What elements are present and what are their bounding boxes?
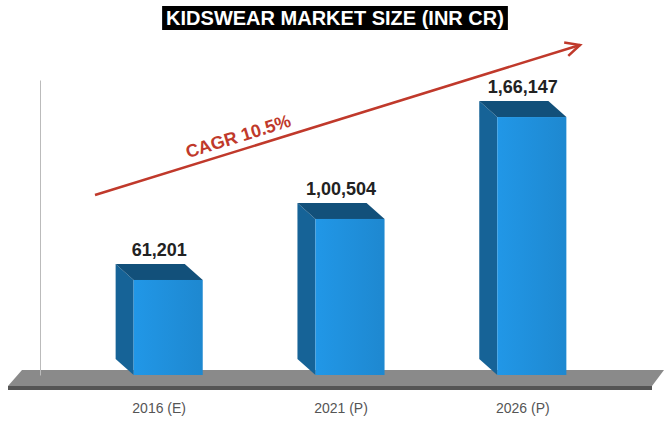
x-tick-label: 2021 (P) — [314, 400, 368, 416]
floor-edge — [8, 386, 652, 390]
bar-top — [479, 101, 566, 117]
bar-side — [479, 101, 497, 375]
data-label: 61,201 — [132, 240, 187, 260]
x-tick: 2021 (P) — [314, 400, 368, 416]
data-label: 1,66,147 — [488, 77, 558, 97]
bar — [315, 219, 384, 375]
x-tick: 2026 (P) — [496, 400, 550, 416]
x-tick-label: 2026 (P) — [496, 400, 550, 416]
y-axis — [40, 81, 41, 376]
bar-side — [116, 264, 134, 375]
data-label: 1,00,504 — [306, 179, 376, 199]
title: KIDSWEAR MARKET SIZE (INR CR) — [166, 7, 504, 29]
title-group: KIDSWEAR MARKET SIZE (INR CR) — [162, 6, 508, 30]
y-axis-line — [40, 81, 41, 376]
annotation: CAGR 10.5% — [183, 111, 293, 162]
bar-top — [116, 264, 203, 280]
arrow-head — [564, 43, 580, 56]
chart: KIDSWEAR MARKET SIZE (INR CR) 61,201 1,00,… — [0, 0, 670, 425]
x-tick-label: 2016 (E) — [132, 400, 186, 416]
x-tick: 2016 (E) — [132, 400, 186, 416]
x-axis: 2016 (E) 2021 (P) 2026 (P) — [132, 400, 549, 416]
arrow-line — [95, 45, 580, 195]
bar-top — [297, 203, 384, 219]
bar-side — [297, 203, 315, 375]
bar — [497, 117, 566, 375]
bar — [134, 280, 203, 375]
title-background — [162, 6, 508, 30]
bars — [116, 101, 567, 375]
